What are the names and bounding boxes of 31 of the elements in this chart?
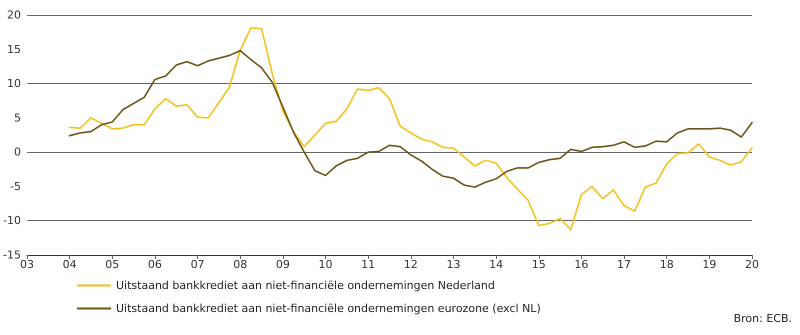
y-tick-label: 5 bbox=[14, 111, 21, 124]
x-tick-label: 16 bbox=[574, 258, 588, 271]
text: Bron: ECB. bbox=[734, 312, 792, 325]
y-tick-label: 15 bbox=[6, 42, 21, 56]
x-tick-label: 15 bbox=[532, 258, 546, 271]
x-tick-label: 06 bbox=[148, 258, 162, 271]
x-tick-label: 17 bbox=[617, 258, 632, 271]
x-tick-label: 13 bbox=[446, 258, 460, 271]
line-series bbox=[68, 27, 753, 230]
x-tick-label: 04 bbox=[62, 258, 77, 271]
x-tick-label: 05 bbox=[105, 258, 120, 271]
x-tick-label: 18 bbox=[660, 258, 674, 271]
legend-label: Uitstaand bankkrediet aan niet-financiële ondernemingen Nederland bbox=[116, 279, 495, 292]
y-tick-label: 0 bbox=[14, 146, 21, 159]
x-tick-label: 03 bbox=[20, 258, 34, 271]
x-tick-label: 09 bbox=[276, 258, 290, 271]
y-tick-label: -10 bbox=[3, 214, 21, 228]
x-tick-label: 14 bbox=[489, 258, 504, 271]
x-tick-label: 19 bbox=[702, 258, 716, 271]
x-tick-label: 12 bbox=[404, 258, 418, 271]
y-tick-label: 20 bbox=[6, 8, 21, 22]
y-tick-label: -15 bbox=[3, 248, 21, 262]
y-tick-label: -5 bbox=[10, 180, 21, 193]
x-tick-label: 07 bbox=[190, 258, 205, 271]
x-tick-label: 11 bbox=[361, 258, 376, 271]
x-tick-label: 08 bbox=[233, 258, 248, 271]
line-series bbox=[68, 50, 753, 188]
x-tick-label: 10 bbox=[318, 258, 333, 271]
x-tick-label: 20 bbox=[745, 258, 759, 271]
legend-label: Uitstaand bankkrediet aan niet-financiële ondernemingen eurozone (excl NL) bbox=[116, 302, 541, 315]
y-tick-label: 10 bbox=[6, 77, 21, 90]
